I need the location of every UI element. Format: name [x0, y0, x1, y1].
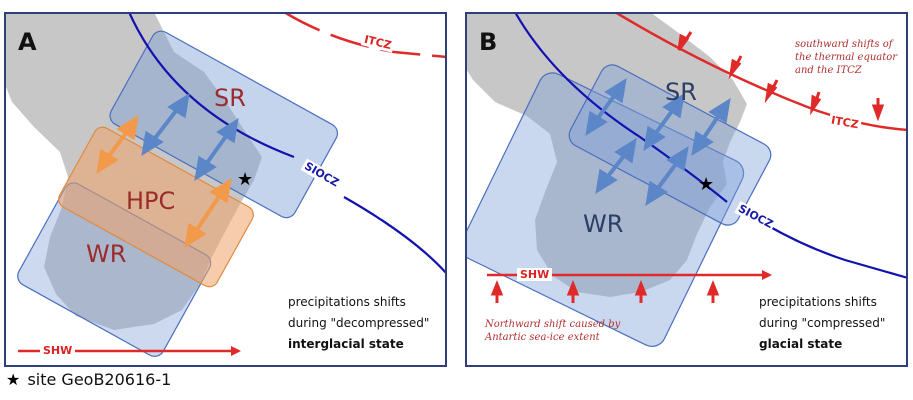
itcz-line — [614, 12, 908, 132]
region-label-hpc: HPC — [126, 187, 176, 215]
panel-b: ★ B SR WR ITCZ SIOCZ SHW southward shift… — [465, 12, 908, 367]
state-line-2: during "decompressed" — [288, 316, 430, 330]
itcz-shift-arrows — [677, 31, 885, 122]
siocz-line-south — [764, 223, 908, 280]
site-star-b: ★ — [698, 174, 714, 195]
panel-a-map: ★ — [4, 12, 447, 367]
site-caption-text: site GeoB20616-1 — [27, 370, 172, 389]
shw-label: SHW — [40, 344, 76, 357]
region-label-wr: WR — [583, 210, 624, 238]
state-line-2: during "compressed" — [759, 316, 886, 330]
siocz-line — [514, 12, 728, 203]
shw-label: SHW — [517, 268, 553, 281]
itcz-shift-note: southward shifts of the thermal equator … — [795, 39, 898, 76]
panel-b-map: ★ — [465, 12, 908, 367]
star-icon: ★ — [6, 370, 21, 389]
panel-letter-b: B — [479, 28, 498, 56]
state-text-a: precipitations shifts during "decompress… — [288, 292, 429, 355]
land-south-america — [465, 12, 747, 297]
panel-b-frame — [465, 12, 908, 367]
state-text-b: precipitations shifts during "compressed… — [759, 292, 885, 355]
state-line-3: interglacial state — [288, 337, 404, 351]
shw-shift-arrows — [490, 279, 720, 303]
region-label-sr: SR — [665, 78, 697, 106]
state-line-1: precipitations shifts — [288, 295, 406, 309]
blue-arrows — [585, 77, 731, 207]
orange-arrows — [96, 114, 232, 249]
state-line-1: precipitations shifts — [759, 295, 877, 309]
siocz-line-south — [343, 196, 447, 275]
panel-letter-a: A — [18, 28, 37, 56]
state-line-3: glacial state — [759, 337, 843, 351]
shw-shift-note: Northward shift caused by Antartic sea-i… — [485, 319, 621, 343]
region-label-wr: WR — [86, 240, 127, 268]
site-star-a: ★ — [237, 169, 253, 190]
siocz-line — [127, 12, 295, 159]
site-caption: ★ site GeoB20616-1 — [6, 370, 171, 389]
panel-a-frame — [4, 12, 447, 367]
blue-arrows — [141, 92, 239, 182]
region-label-sr: SR — [214, 84, 246, 112]
panel-a: ★ A SR HPC WR ITCZ SIOCZ SHW precipitati… — [4, 12, 447, 367]
